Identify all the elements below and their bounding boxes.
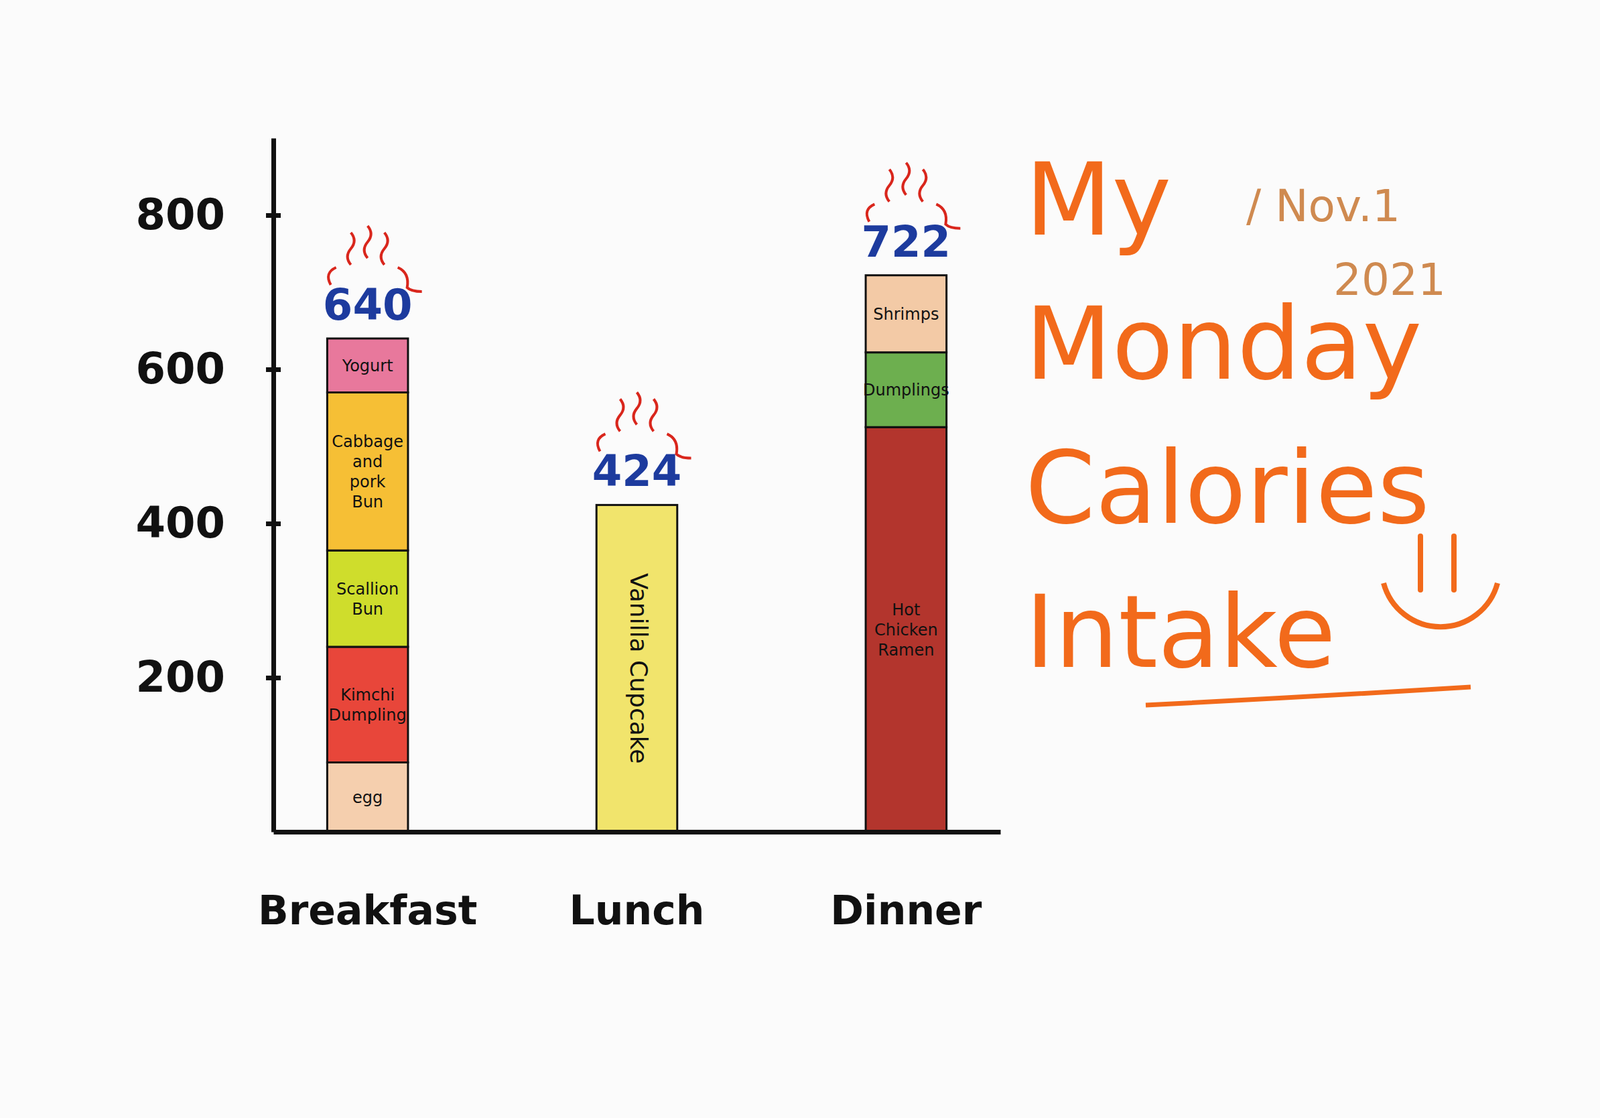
steam-line — [902, 162, 910, 195]
segment-label-line: Shrimps — [873, 304, 939, 324]
steam-line — [885, 169, 893, 202]
segment-label: egg — [352, 787, 383, 807]
steam-line — [633, 391, 641, 425]
smiley — [1383, 536, 1498, 627]
x-axis: Breakfast Lunch Dinner — [257, 832, 1002, 934]
segment-label-line: Kimchi — [340, 685, 395, 705]
bars — [326, 275, 947, 832]
steam-line — [364, 225, 372, 258]
segment-label-line: egg — [352, 787, 383, 807]
y-axis-line — [271, 138, 277, 833]
steam — [867, 162, 961, 229]
segment-labels: eggKimchiDumplingScallionBunCabbageandpo… — [328, 304, 950, 807]
total-label: 640 — [322, 280, 413, 330]
steam-curl — [936, 204, 961, 229]
segment-label-line: Bun — [351, 492, 384, 512]
steam-line — [381, 232, 388, 265]
steam-curl — [667, 433, 692, 458]
steam-line — [650, 398, 658, 431]
subtitle-line: / Nov.1 — [1246, 180, 1401, 232]
title-line: My — [1025, 141, 1172, 258]
steam-curl — [597, 433, 606, 451]
smiley-eye — [1451, 536, 1457, 590]
steam-line — [617, 398, 624, 431]
segment-label-line: Scallion — [336, 579, 399, 599]
segment-label-line: Hot — [891, 600, 920, 620]
segment-label: KimchiDumpling — [328, 685, 407, 725]
x-tick: Lunch — [569, 886, 705, 934]
y-tick-mark — [265, 521, 281, 526]
segment-label: Dumplings — [862, 380, 950, 400]
segment-label: ScallionBun — [336, 579, 399, 619]
y-tick-mark — [265, 213, 281, 218]
bar-segment — [596, 504, 678, 832]
y-tick-label: 800 — [135, 189, 226, 240]
segment-label-line: Cabbage — [331, 432, 404, 451]
chart: eggKimchiDumplingScallionBunCabbageandpo… — [0, 0, 1600, 1118]
y-tick: 800 — [135, 189, 281, 240]
steam-line — [919, 169, 926, 202]
segment-label-line: Bun — [351, 599, 384, 619]
y-tick-label: 400 — [135, 497, 226, 548]
y-tick-label: 200 — [135, 651, 226, 702]
segment-label: HotChickenRamen — [874, 600, 939, 660]
x-tick: Breakfast — [257, 886, 478, 934]
total-label: 722 — [861, 217, 952, 267]
x-tick-label: Dinner — [830, 886, 982, 934]
segment-label-line: Dumplings — [862, 380, 950, 400]
x-tick: Dinner — [830, 886, 982, 934]
bar-segment — [326, 762, 409, 833]
y-tick: 400 — [135, 497, 281, 548]
totals: 640 424 722 — [322, 162, 961, 497]
x-axis-line — [274, 829, 1002, 835]
y-axis: 200 400 600 800 — [135, 138, 281, 833]
subtitle: / Nov.1 2021 — [1246, 180, 1446, 306]
smiley-eye — [1417, 536, 1424, 590]
steam-curl — [867, 204, 876, 222]
bar-segment — [326, 392, 409, 551]
x-tick-label: Lunch — [569, 886, 705, 934]
bar-segment — [326, 646, 409, 763]
steam — [597, 391, 692, 458]
segment-label: Vanilla Cupcake — [625, 572, 653, 764]
segment-label-line: Chicken — [874, 620, 939, 640]
segment-label: Shrimps — [873, 304, 939, 324]
y-tick-mark — [265, 675, 281, 681]
steam-curl — [397, 267, 423, 292]
y-tick: 600 — [135, 343, 281, 394]
y-tick: 200 — [135, 651, 281, 702]
segment-label-line: and — [352, 452, 383, 472]
steam — [328, 225, 423, 292]
title: MyMondayCaloriesIntake — [1025, 141, 1430, 691]
segment-label-line: Yogurt — [341, 356, 394, 376]
steam-line — [347, 232, 355, 265]
y-tick-label: 600 — [135, 343, 226, 394]
title-underline — [1145, 686, 1471, 705]
total-label: 424 — [592, 446, 683, 496]
y-tick-mark — [265, 367, 281, 372]
bar-segment — [326, 550, 409, 647]
title-line: Intake — [1025, 573, 1337, 691]
segment-label-line: pork — [349, 472, 386, 492]
steam-curl — [328, 267, 337, 285]
bar-segment — [865, 275, 947, 353]
segment-label: Yogurt — [341, 356, 394, 376]
bar-segment — [865, 426, 947, 832]
smiley-mouth — [1383, 582, 1498, 627]
x-tick-label: Breakfast — [257, 886, 478, 934]
segment-label: CabbageandporkBun — [331, 432, 404, 512]
bar-segment — [326, 338, 409, 393]
title-line: Calories — [1025, 429, 1430, 547]
subtitle-line: 2021 — [1333, 253, 1446, 306]
segment-label-line: Ramen — [877, 640, 935, 660]
segment-label-line: Dumpling — [328, 705, 407, 725]
